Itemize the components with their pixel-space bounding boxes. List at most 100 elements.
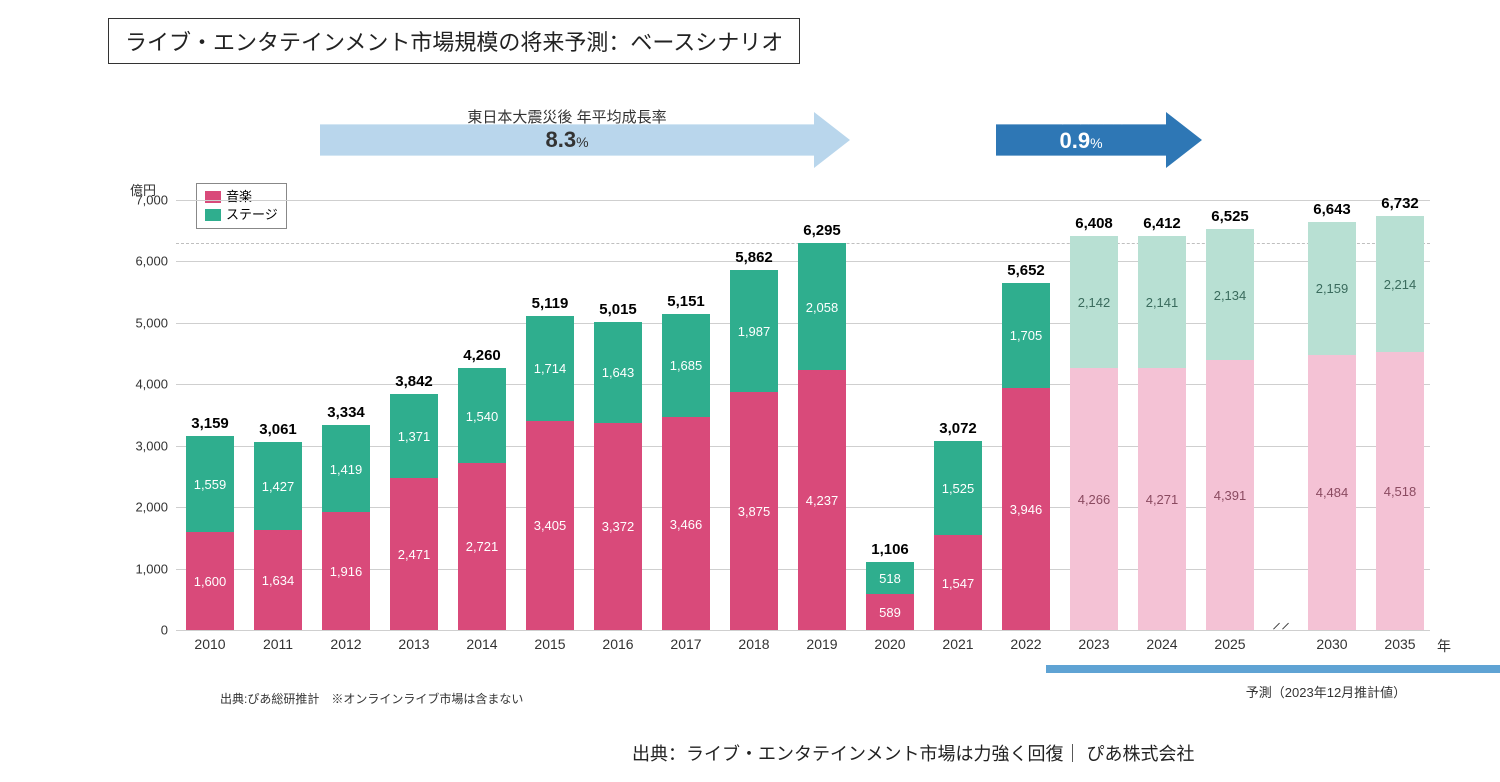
stage-value: 1,371: [390, 429, 438, 444]
total-value: 6,732: [1381, 195, 1419, 212]
annotation-arrow-1: 3ヵ年 年成長率0.9%: [996, 112, 1202, 168]
y-tick: 7,000: [135, 193, 176, 208]
forecast-label: 予測（2023年12月推計値）: [1246, 682, 1406, 701]
stage-value: 2,141: [1138, 295, 1186, 310]
annotation-text: 3ヵ年 年成長率0.9%: [996, 108, 1166, 154]
total-value: 6,408: [1075, 215, 1113, 232]
x-tick: 2012: [330, 630, 361, 652]
y-tick: 1,000: [135, 561, 176, 576]
total-value: 4,260: [463, 347, 501, 364]
stage-value: 1,705: [1002, 328, 1050, 343]
stage-value: 1,540: [458, 409, 506, 424]
total-value: 3,842: [395, 373, 433, 390]
music-value: 4,518: [1376, 484, 1424, 499]
total-value: 6,643: [1313, 201, 1351, 218]
footnote: 出典:ぴあ総研推計 ※オンラインライブ市場は含まない: [220, 690, 523, 707]
stage-value: 1,643: [594, 365, 642, 380]
music-value: 4,266: [1070, 492, 1118, 507]
y-tick: 5,000: [135, 315, 176, 330]
stage-value: 1,714: [526, 361, 574, 376]
y-tick: 2,000: [135, 500, 176, 515]
plot-area: 01,0002,0003,0004,0005,0006,0007,0001,60…: [176, 200, 1430, 630]
bar-2016: 3,372 1,643 5,015: [594, 200, 642, 630]
chart-title: ライブ・エンタテインメント市場規模の将来予測：ベースシナリオ: [108, 18, 800, 64]
total-value: 3,061: [259, 421, 297, 438]
y-tick: 6,000: [135, 254, 176, 269]
stage-value: 1,987: [730, 324, 778, 339]
annotation-arrow-0: 東日本大震災後 年平均成長率8.3%: [320, 112, 850, 168]
bar-2024: 4,2712,1416,412: [1138, 200, 1186, 630]
x-tick: 2024: [1146, 630, 1177, 652]
x-tick: 2025: [1214, 630, 1245, 652]
total-value: 5,119: [532, 295, 569, 312]
bar-2015: 3,405 1,714 5,119: [526, 200, 574, 630]
bar-2013: 2,471 1,371 3,842: [390, 200, 438, 630]
total-value: 6,295: [803, 222, 841, 239]
stage-value: 2,214: [1376, 277, 1424, 292]
music-value: 1,634: [254, 573, 302, 588]
music-value: 589: [866, 605, 914, 620]
music-value: 3,875: [730, 504, 778, 519]
x-axis-unit: 年: [1437, 630, 1451, 656]
x-tick: 2022: [1010, 630, 1041, 652]
total-value: 6,412: [1143, 215, 1181, 232]
axis-gap-mark: ⸝⸝: [1272, 610, 1290, 634]
stage-value: 1,685: [662, 358, 710, 373]
stage-value: 1,427: [254, 479, 302, 494]
bar-2021: 1,5471,5253,072: [934, 200, 982, 630]
x-tick: 2035: [1384, 630, 1415, 652]
music-value: 3,946: [1002, 502, 1050, 517]
bar-2035: 4,5182,2146,732: [1376, 200, 1424, 630]
x-tick: 2018: [738, 630, 769, 652]
stage-value: 2,134: [1206, 288, 1254, 303]
total-value: 5,151: [667, 293, 705, 310]
music-value: 3,372: [594, 519, 642, 534]
total-value: 3,334: [327, 404, 365, 421]
bar-2023: 4,266 2,142 6,408: [1070, 200, 1118, 630]
bar-2025: 4,391 2,134 6,525: [1206, 200, 1254, 630]
x-tick: 2010: [194, 630, 225, 652]
music-value: 3,466: [662, 517, 710, 532]
stage-value: 518: [866, 571, 914, 586]
music-value: 1,547: [934, 576, 982, 591]
music-value: 4,237: [798, 493, 846, 508]
total-value: 5,015: [599, 301, 637, 318]
bar-2019: 4,237 2,058 6,295: [798, 200, 846, 630]
y-tick: 4,000: [135, 377, 176, 392]
bar-2018: 3,875 1,987 5,862: [730, 200, 778, 630]
source-citation: 出典：ライブ・エンタテインメント市場は力強く回復｜ ぴあ株式会社: [632, 740, 1194, 766]
x-tick: 2030: [1316, 630, 1347, 652]
bar-2020: 5895181,106: [866, 200, 914, 630]
x-tick: 2021: [942, 630, 973, 652]
stage-value: 2,159: [1308, 281, 1356, 296]
stage-value: 1,525: [934, 481, 982, 496]
bar-2011: 1,634 1,427 3,061: [254, 200, 302, 630]
y-tick: 3,000: [135, 438, 176, 453]
music-value: 1,600: [186, 574, 234, 589]
x-tick: 2023: [1078, 630, 1109, 652]
x-tick: 2019: [806, 630, 837, 652]
bar-2010: 1,600 1,559 3,159: [186, 200, 234, 630]
x-tick: 2014: [466, 630, 497, 652]
stage-value: 1,419: [322, 462, 370, 477]
bar-2030: 4,4842,1596,643: [1308, 200, 1356, 630]
x-tick: 2016: [602, 630, 633, 652]
annotation-text: 東日本大震災後 年平均成長率8.3%: [320, 106, 814, 153]
total-value: 5,862: [735, 249, 773, 266]
x-tick: 2015: [534, 630, 565, 652]
x-tick: 2013: [398, 630, 429, 652]
music-value: 1,916: [322, 564, 370, 579]
total-value: 6,525: [1211, 208, 1249, 225]
music-value: 4,391: [1206, 488, 1254, 503]
stage-value: 2,058: [798, 300, 846, 315]
total-value: 3,159: [191, 415, 229, 432]
bar-2022: 3,9461,7055,652: [1002, 200, 1050, 630]
x-tick: 2020: [874, 630, 905, 652]
bar-2014: 2,721 1,540 4,260: [458, 200, 506, 630]
music-value: 2,721: [458, 539, 506, 554]
music-value: 2,471: [390, 547, 438, 562]
music-value: 3,405: [526, 518, 574, 533]
stage-value: 1,559: [186, 477, 234, 492]
stage-value: 2,142: [1070, 295, 1118, 310]
x-tick: 2011: [263, 630, 293, 652]
